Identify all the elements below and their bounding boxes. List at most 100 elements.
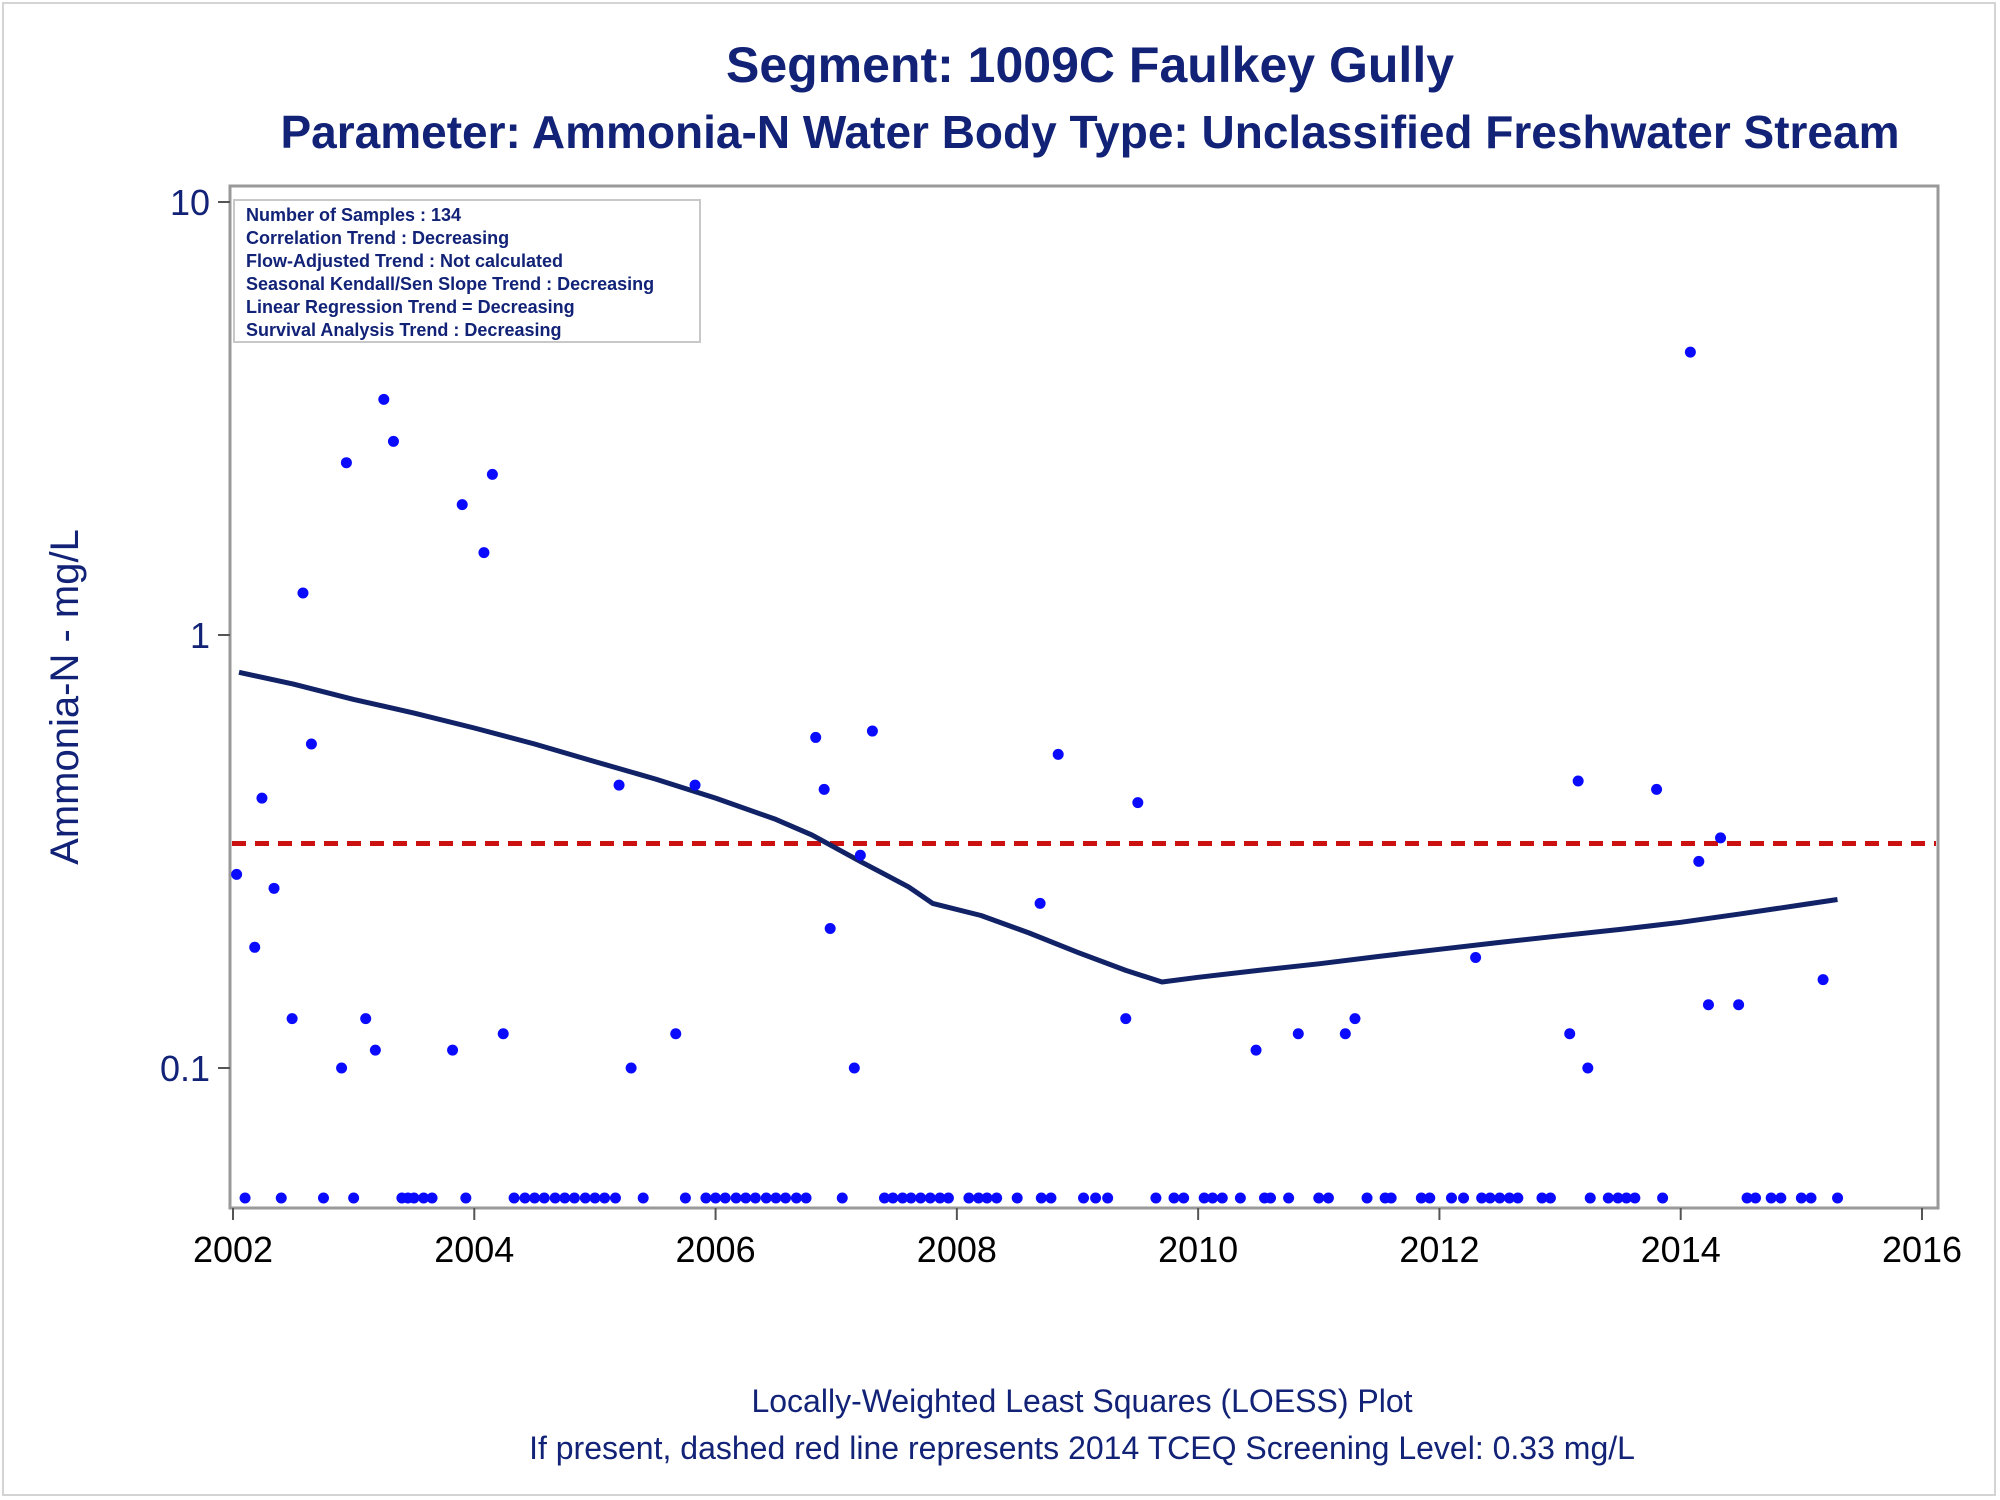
sample-point xyxy=(369,1044,381,1056)
sample-point-nondetect xyxy=(1795,1192,1807,1204)
sample-point-nondetect xyxy=(719,1192,731,1204)
summary-flow-adjusted: Flow-Adjusted Trend : Not calculated xyxy=(246,251,563,271)
sample-point-nondetect xyxy=(1322,1192,1334,1204)
sample-point-nondetect xyxy=(1216,1192,1228,1204)
sample-point-nondetect xyxy=(426,1192,438,1204)
footnote-screening: If present, dashed red line represents 2… xyxy=(529,1430,1635,1466)
sample-point xyxy=(497,1028,509,1040)
sample-point-nondetect xyxy=(1544,1192,1556,1204)
summary-seasonal-kendall: Seasonal Kendall/Sen Slope Trend : Decre… xyxy=(246,274,654,294)
sample-points xyxy=(231,206,1844,1204)
sample-point xyxy=(360,1013,372,1025)
sample-point xyxy=(1349,1013,1361,1025)
x-tick-label: 2016 xyxy=(1882,1229,1962,1270)
sample-point-nondetect xyxy=(1415,1192,1427,1204)
sample-point xyxy=(1693,855,1705,867)
sample-point-nondetect xyxy=(1612,1192,1624,1204)
sample-point-nondetect xyxy=(679,1192,691,1204)
sample-point xyxy=(305,738,317,750)
sample-point-nondetect xyxy=(760,1192,772,1204)
sample-point xyxy=(447,1044,459,1056)
summary-correlation: Correlation Trend : Decreasing xyxy=(246,228,509,248)
sample-point xyxy=(625,1062,637,1074)
sample-point-nondetect xyxy=(1035,1192,1047,1204)
y-tick-label: 0.1 xyxy=(160,1048,210,1089)
chart-subtitle: Parameter: Ammonia-N Water Body Type: Un… xyxy=(281,106,1900,158)
x-axis: 2002 2004 2006 2008 2010 2012 2014 2016 xyxy=(193,1208,1962,1270)
sample-point-nondetect xyxy=(790,1192,802,1204)
sample-point-nondetect xyxy=(800,1192,812,1204)
summary-samples: Number of Samples : 134 xyxy=(246,205,461,225)
sample-point-nondetect xyxy=(1775,1192,1787,1204)
sample-point xyxy=(818,783,830,795)
sample-point-nondetect xyxy=(568,1192,580,1204)
sample-point-nondetect xyxy=(508,1192,520,1204)
sample-point-nondetect xyxy=(1494,1192,1506,1204)
sample-point xyxy=(1120,1013,1132,1025)
sample-point-nondetect xyxy=(1741,1192,1753,1204)
sample-point-nondetect xyxy=(408,1192,420,1204)
sample-point-nondetect xyxy=(897,1192,909,1204)
sample-point-nondetect xyxy=(1620,1192,1632,1204)
sample-point-nondetect xyxy=(905,1192,917,1204)
x-tick-label: 2012 xyxy=(1399,1229,1479,1270)
sample-point xyxy=(231,868,243,880)
sample-point xyxy=(854,849,866,861)
sample-point-nondetect xyxy=(915,1192,927,1204)
sample-point-nondetect xyxy=(1102,1192,1114,1204)
sample-point-nondetect xyxy=(981,1192,993,1204)
sample-point xyxy=(340,457,352,469)
sample-point-nondetect xyxy=(1602,1192,1614,1204)
sample-point-nondetect xyxy=(579,1192,591,1204)
y-tick-label: 10 xyxy=(170,182,210,223)
sample-point xyxy=(456,499,468,511)
sample-point-nondetect xyxy=(1476,1192,1488,1204)
sample-point-nondetect xyxy=(780,1192,792,1204)
sample-point-nondetect xyxy=(710,1192,722,1204)
sample-point xyxy=(1733,999,1745,1011)
sample-point-nondetect xyxy=(963,1192,975,1204)
sample-point xyxy=(1034,897,1046,909)
x-tick-label: 2006 xyxy=(676,1229,756,1270)
sample-point xyxy=(1702,999,1714,1011)
sample-point-nondetect xyxy=(991,1192,1003,1204)
footnote-loess: Locally-Weighted Least Squares (LOESS) P… xyxy=(751,1383,1412,1419)
sample-point-nondetect xyxy=(1198,1192,1210,1204)
sample-point xyxy=(824,922,836,934)
trend-summary-border xyxy=(233,199,701,343)
sample-point-nondetect xyxy=(275,1192,287,1204)
sample-point-nondetect xyxy=(1750,1192,1762,1204)
sample-point xyxy=(1292,1028,1304,1040)
sample-point xyxy=(378,393,390,405)
sample-point-nondetect xyxy=(973,1192,985,1204)
sample-point xyxy=(866,725,878,737)
sample-point-nondetect xyxy=(549,1192,561,1204)
sample-point-nondetect xyxy=(317,1192,329,1204)
sample-point-nondetect xyxy=(1265,1192,1277,1204)
sample-point-nondetect xyxy=(239,1192,251,1204)
sample-point-nondetect xyxy=(887,1192,899,1204)
sample-point-nondetect xyxy=(924,1192,936,1204)
x-tick-label: 2008 xyxy=(917,1229,997,1270)
sample-point-nondetect xyxy=(1283,1192,1295,1204)
loess-curve xyxy=(238,669,1838,985)
sample-point xyxy=(1651,783,1663,795)
sample-point-nondetect xyxy=(1458,1192,1470,1204)
sample-point xyxy=(249,941,261,953)
sample-point-nondetect xyxy=(1765,1192,1777,1204)
sample-point-nondetect xyxy=(599,1192,611,1204)
sample-point-nondetect xyxy=(1090,1192,1102,1204)
sample-point-nondetect xyxy=(418,1192,430,1204)
sample-point xyxy=(1817,974,1829,986)
sample-point-nondetect xyxy=(348,1192,360,1204)
sample-point xyxy=(670,1028,682,1040)
sample-point-nondetect xyxy=(1150,1192,1162,1204)
sample-point xyxy=(1132,797,1144,809)
sample-point-nondetect xyxy=(836,1192,848,1204)
sample-point-nondetect xyxy=(460,1192,472,1204)
sample-point-nondetect xyxy=(1178,1192,1190,1204)
sample-point xyxy=(286,1013,298,1025)
sample-point xyxy=(810,731,822,743)
sample-point xyxy=(478,547,490,559)
sample-point-nondetect xyxy=(1424,1192,1436,1204)
